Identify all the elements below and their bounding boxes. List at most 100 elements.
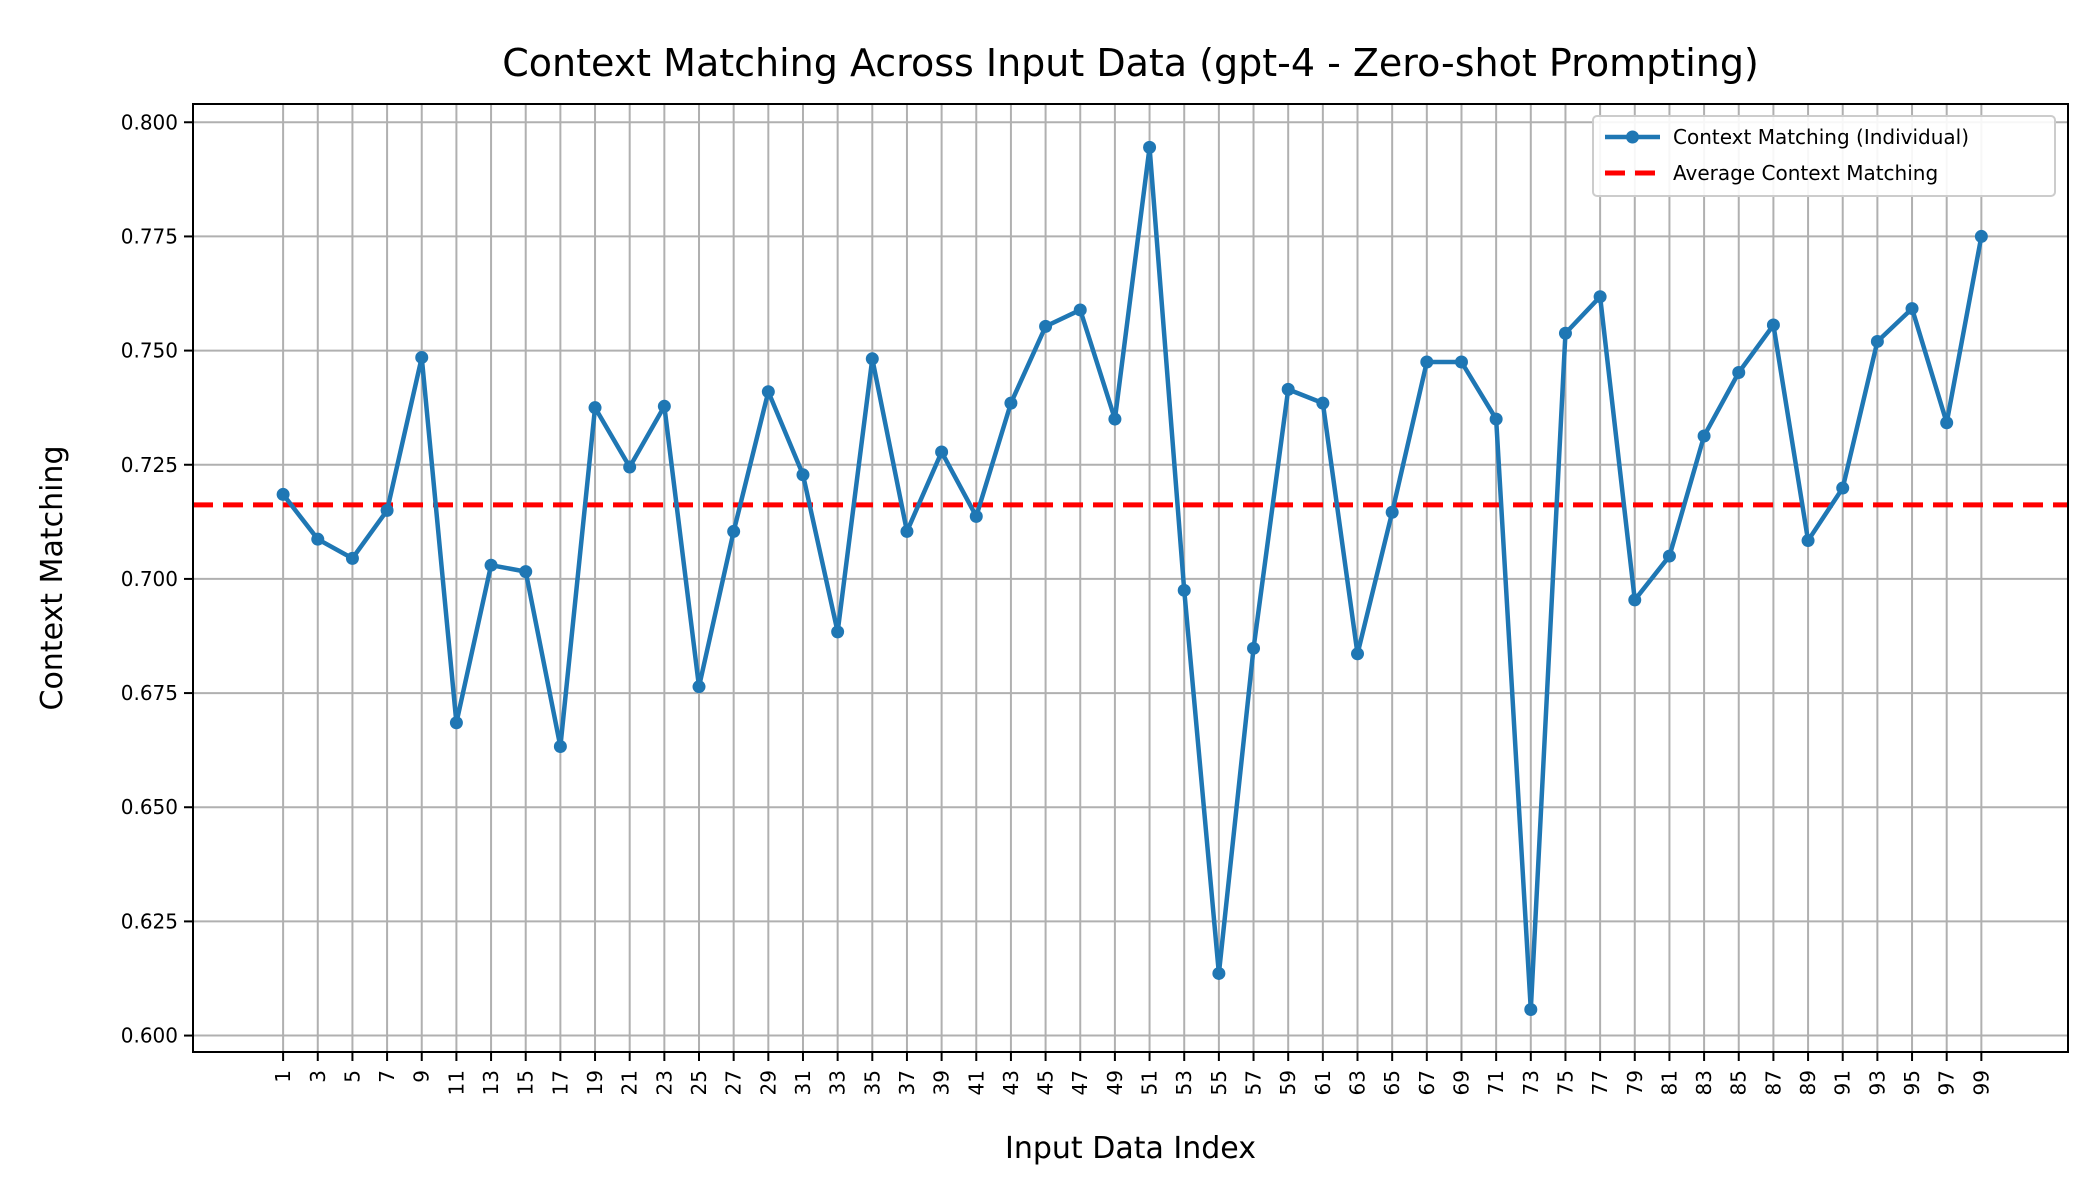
data-point bbox=[1974, 229, 1988, 243]
legend-series-label: Context Matching (Individual) bbox=[1673, 125, 1969, 149]
data-point bbox=[692, 680, 706, 694]
x-tick-label: 29 bbox=[756, 1070, 780, 1095]
x-tick-label: 59 bbox=[1276, 1070, 1300, 1095]
data-point bbox=[1662, 549, 1676, 563]
data-point bbox=[380, 503, 394, 517]
legend: Context Matching (Individual) Average Con… bbox=[1592, 115, 2056, 197]
x-tick-label: 33 bbox=[826, 1070, 850, 1095]
data-point bbox=[484, 558, 498, 572]
x-axis-ticks: 1 3 5 7 9 11 13 15 17 19 21 23 25 27 29 31 33 35 37 39 41 43 4… bbox=[271, 1052, 1993, 1095]
data-point bbox=[1316, 396, 1330, 410]
y-tick-label: 0.775 bbox=[121, 224, 178, 248]
x-tick-label: 25 bbox=[687, 1070, 711, 1095]
data-point bbox=[1489, 412, 1503, 426]
data-point bbox=[553, 740, 567, 754]
x-tick-label: 65 bbox=[1380, 1070, 1404, 1095]
x-tick-label: 79 bbox=[1623, 1070, 1647, 1095]
data-point bbox=[1351, 647, 1365, 661]
x-tick-label: 63 bbox=[1346, 1070, 1370, 1095]
data-point bbox=[796, 468, 810, 482]
data-point bbox=[657, 399, 671, 413]
x-tick-label: 19 bbox=[583, 1070, 607, 1095]
data-point bbox=[1385, 505, 1399, 519]
data-point bbox=[276, 487, 290, 501]
x-tick-label: 7 bbox=[375, 1070, 399, 1083]
x-tick-label: 43 bbox=[999, 1070, 1023, 1095]
x-tick-label: 23 bbox=[652, 1070, 676, 1095]
y-tick-label: 0.600 bbox=[121, 1024, 178, 1048]
y-tick-label: 0.650 bbox=[121, 795, 178, 819]
data-point bbox=[900, 524, 914, 538]
x-tick-label: 39 bbox=[930, 1070, 954, 1095]
data-point bbox=[1801, 534, 1815, 548]
x-tick-label: 15 bbox=[514, 1070, 538, 1095]
x-tick-label: 35 bbox=[860, 1070, 884, 1095]
data-point bbox=[345, 551, 359, 565]
x-tick-label: 31 bbox=[791, 1070, 815, 1095]
x-tick-label: 5 bbox=[340, 1070, 364, 1083]
data-point bbox=[831, 625, 845, 639]
x-tick-label: 47 bbox=[1068, 1070, 1092, 1095]
y-tick-label: 0.725 bbox=[121, 453, 178, 477]
x-tick-label: 55 bbox=[1207, 1070, 1231, 1095]
x-tick-label: 13 bbox=[479, 1070, 503, 1095]
x-tick-label: 93 bbox=[1865, 1070, 1889, 1095]
data-point bbox=[1905, 302, 1919, 316]
x-tick-label: 71 bbox=[1484, 1070, 1508, 1095]
data-point bbox=[1628, 593, 1642, 607]
series-line bbox=[280, 145, 1984, 1012]
x-tick-label: 73 bbox=[1519, 1070, 1543, 1095]
x-tick-label: 51 bbox=[1138, 1070, 1162, 1095]
x-tick-label: 85 bbox=[1727, 1070, 1751, 1095]
data-point bbox=[1697, 429, 1711, 443]
x-tick-label: 45 bbox=[1034, 1070, 1058, 1095]
y-tick-label: 0.700 bbox=[121, 567, 178, 591]
data-point bbox=[1524, 1003, 1538, 1017]
data-point bbox=[1039, 319, 1053, 333]
x-tick-label: 41 bbox=[964, 1070, 988, 1095]
x-tick-label: 97 bbox=[1935, 1070, 1959, 1095]
data-point bbox=[311, 532, 325, 546]
data-point bbox=[519, 565, 533, 579]
data-point bbox=[1836, 481, 1850, 495]
chart-title: Context Matching Across Input Data (gpt-… bbox=[502, 41, 1759, 85]
data-point bbox=[1940, 416, 1954, 430]
x-tick-label: 3 bbox=[306, 1070, 330, 1083]
y-axis-ticks: 0.600 0.625 0.650 0.675 0.700 0.725 0.750 0.775… bbox=[121, 110, 193, 1048]
data-point bbox=[1766, 318, 1780, 332]
x-tick-label: 95 bbox=[1900, 1070, 1924, 1095]
x-tick-label: 69 bbox=[1449, 1070, 1473, 1095]
x-tick-label: 9 bbox=[410, 1070, 434, 1083]
data-point bbox=[1454, 355, 1468, 369]
data-point bbox=[1073, 303, 1087, 317]
x-tick-label: 87 bbox=[1761, 1070, 1785, 1095]
data-point bbox=[1870, 334, 1884, 348]
data-point bbox=[761, 385, 775, 399]
data-point bbox=[588, 401, 602, 415]
x-tick-label: 17 bbox=[548, 1070, 572, 1095]
x-tick-label: 49 bbox=[1103, 1070, 1127, 1095]
grid-lines bbox=[193, 104, 2068, 1052]
y-tick-label: 0.625 bbox=[121, 909, 178, 933]
x-tick-label: 11 bbox=[444, 1070, 468, 1095]
data-point bbox=[1247, 641, 1261, 655]
series-points bbox=[276, 140, 1988, 1017]
x-axis-label: Input Data Index bbox=[1005, 1131, 1256, 1166]
x-tick-label: 53 bbox=[1172, 1070, 1196, 1095]
x-tick-label: 67 bbox=[1415, 1070, 1439, 1095]
x-tick-label: 37 bbox=[895, 1070, 919, 1095]
data-point bbox=[1143, 140, 1157, 154]
x-tick-label: 99 bbox=[1969, 1070, 1993, 1095]
y-tick-label: 0.750 bbox=[121, 339, 178, 363]
plot-frame bbox=[192, 103, 2069, 1053]
legend-box bbox=[1592, 115, 2056, 197]
x-tick-label: 27 bbox=[722, 1070, 746, 1095]
data-point bbox=[1108, 412, 1122, 426]
x-tick-label: 57 bbox=[1242, 1070, 1266, 1095]
x-tick-label: 1 bbox=[271, 1070, 295, 1083]
x-tick-label: 91 bbox=[1831, 1070, 1855, 1095]
data-point bbox=[1420, 355, 1434, 369]
data-point bbox=[1732, 366, 1746, 380]
data-point bbox=[415, 350, 429, 364]
